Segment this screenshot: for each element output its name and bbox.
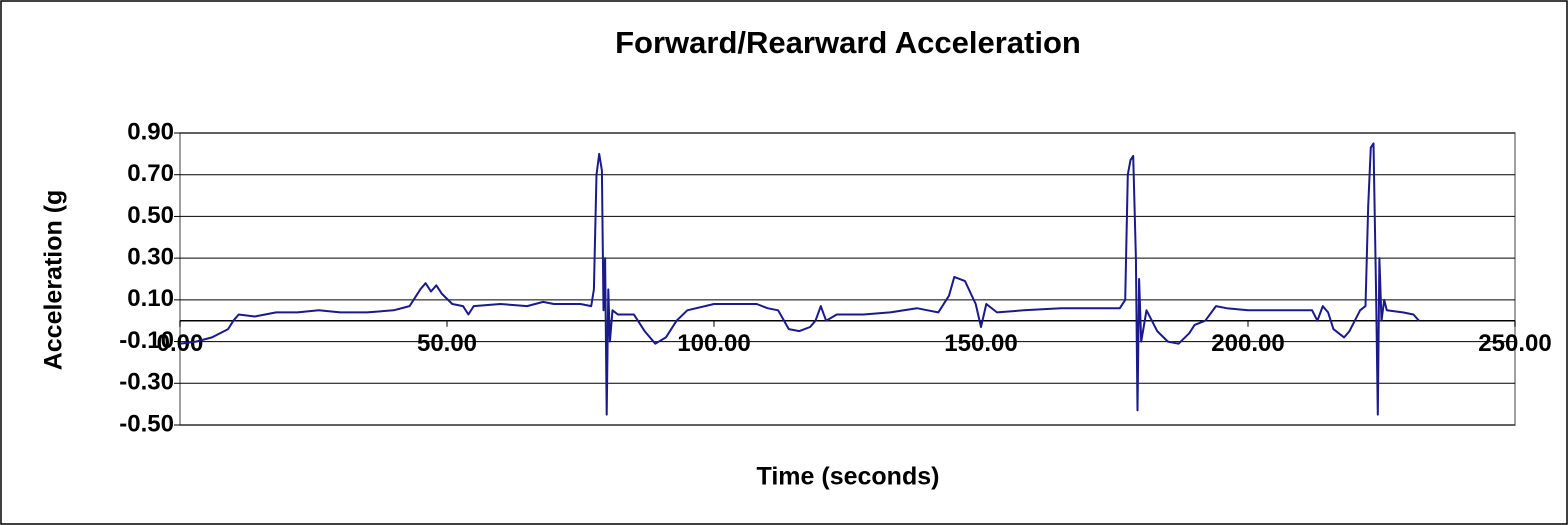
x-axis-label: Time (seconds) [757, 463, 940, 491]
y-tick-label: -0.30 [119, 369, 174, 396]
y-tick-label: -0.10 [119, 327, 174, 354]
x-tick-label: 250.00 [1478, 330, 1551, 357]
y-tick-label: 0.70 [127, 160, 174, 187]
plot-area [179, 132, 1516, 426]
y-tick-label: 0.50 [127, 202, 174, 229]
data-line [179, 142, 1420, 416]
x-tick-label: 200.00 [1211, 330, 1284, 357]
y-tick-label: 0.90 [127, 118, 174, 145]
x-tick-label: 100.00 [677, 330, 750, 357]
y-tick-label: -0.50 [119, 410, 174, 437]
x-tick-label: 150.00 [944, 330, 1017, 357]
y-tick-label: 0.30 [127, 243, 174, 270]
chart-title: Forward/Rearward Acceleration [615, 25, 1081, 60]
y-axis-label: Acceleration (g [40, 190, 68, 371]
y-tick-label: 0.10 [127, 285, 174, 312]
x-tick-label: 50.00 [417, 330, 477, 357]
